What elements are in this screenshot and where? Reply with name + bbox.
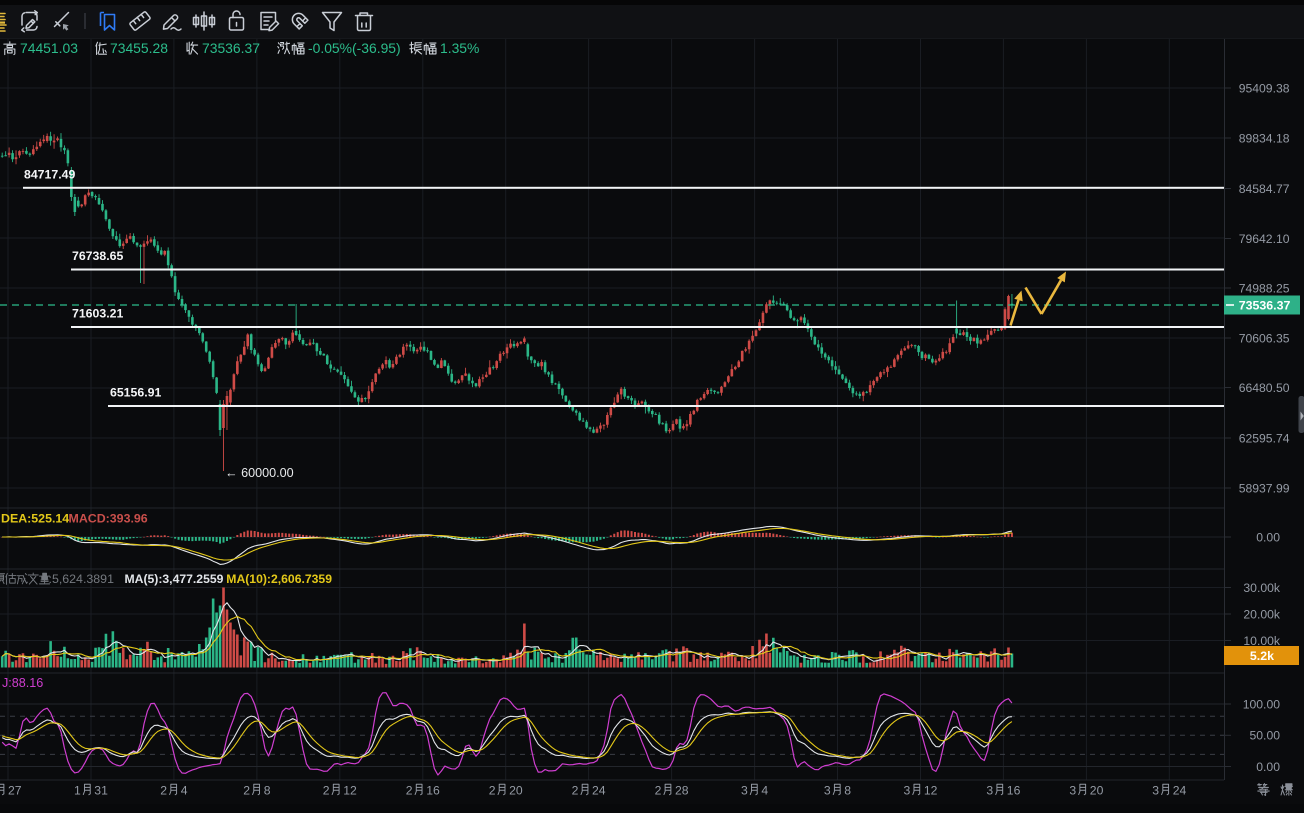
svg-text:62595.74: 62595.74	[1239, 431, 1290, 445]
svg-text:4: 4	[181, 784, 188, 798]
svg-text:10.00k: 10.00k	[1243, 634, 1280, 648]
svg-text:MA(5):3,477.2559: MA(5):3,477.2559	[125, 572, 224, 586]
svg-text:← 60000.00: ← 60000.00	[225, 466, 294, 480]
svg-text:2: 2	[323, 784, 330, 798]
svg-text:73536.37: 73536.37	[1239, 299, 1291, 313]
svg-text:2: 2	[160, 784, 167, 798]
svg-text:3: 3	[1069, 784, 1076, 798]
svg-text:3: 3	[986, 784, 993, 798]
svg-text:24: 24	[1173, 784, 1187, 798]
svg-text:30.00k: 30.00k	[1243, 581, 1280, 595]
svg-text:DEA:525.14: DEA:525.14	[1, 512, 69, 526]
svg-text:50.00: 50.00	[1250, 729, 1281, 743]
svg-text:84584.77: 84584.77	[1239, 182, 1290, 196]
svg-text:8: 8	[844, 784, 851, 798]
svg-text:24: 24	[592, 784, 606, 798]
svg-text:20: 20	[509, 784, 523, 798]
svg-text:31: 31	[94, 784, 108, 798]
svg-text:20.00k: 20.00k	[1243, 607, 1280, 621]
svg-text:79642.10: 79642.10	[1239, 232, 1290, 246]
svg-text:73455.28: 73455.28	[110, 40, 168, 56]
svg-text:2: 2	[572, 784, 579, 798]
svg-text:74451.03: 74451.03	[20, 40, 78, 56]
svg-text:58937.99: 58937.99	[1239, 481, 1290, 495]
svg-text:16: 16	[426, 784, 440, 798]
svg-text:73536.37: 73536.37	[202, 40, 260, 56]
svg-text:12: 12	[343, 784, 357, 798]
svg-text:MACD:393.96: MACD:393.96	[69, 512, 148, 526]
svg-text:3: 3	[824, 784, 831, 798]
svg-text:3: 3	[1152, 784, 1159, 798]
svg-text:0.00: 0.00	[1256, 760, 1280, 774]
svg-text:95409.38: 95409.38	[1239, 81, 1290, 95]
svg-text:66480.50: 66480.50	[1239, 381, 1290, 395]
svg-text::5,624.3891: :5,624.3891	[49, 572, 115, 586]
svg-text:2: 2	[243, 784, 250, 798]
svg-text:3: 3	[741, 784, 748, 798]
svg-text:65156.91: 65156.91	[110, 386, 161, 400]
svg-text:16: 16	[1007, 784, 1021, 798]
svg-text:-0.05%(-36.95): -0.05%(-36.95)	[308, 40, 401, 56]
svg-text:4: 4	[761, 784, 768, 798]
svg-text:2: 2	[655, 784, 662, 798]
svg-text:100.00: 100.00	[1243, 697, 1280, 711]
svg-text:0.00: 0.00	[1256, 530, 1280, 544]
svg-text:MA(10):2,606.7359: MA(10):2,606.7359	[226, 572, 332, 586]
svg-text:84717.49: 84717.49	[24, 168, 75, 182]
svg-text:74988.25: 74988.25	[1239, 281, 1290, 295]
svg-text:71603.21: 71603.21	[72, 307, 123, 321]
svg-text:1.35%: 1.35%	[440, 40, 479, 56]
svg-text:27: 27	[8, 784, 22, 798]
svg-text:J:88.16: J:88.16	[2, 676, 43, 690]
svg-text:1: 1	[74, 784, 81, 798]
svg-text:5.2k: 5.2k	[1250, 649, 1274, 663]
svg-text:2: 2	[489, 784, 496, 798]
svg-text:28: 28	[675, 784, 689, 798]
svg-text:70606.35: 70606.35	[1239, 331, 1290, 345]
svg-text:89834.18: 89834.18	[1239, 131, 1290, 145]
svg-text:8: 8	[264, 784, 271, 798]
svg-text:2: 2	[406, 784, 413, 798]
svg-text:76738.65: 76738.65	[72, 249, 123, 263]
svg-text:12: 12	[924, 784, 938, 798]
svg-text:20: 20	[1090, 784, 1104, 798]
svg-text:3: 3	[904, 784, 911, 798]
